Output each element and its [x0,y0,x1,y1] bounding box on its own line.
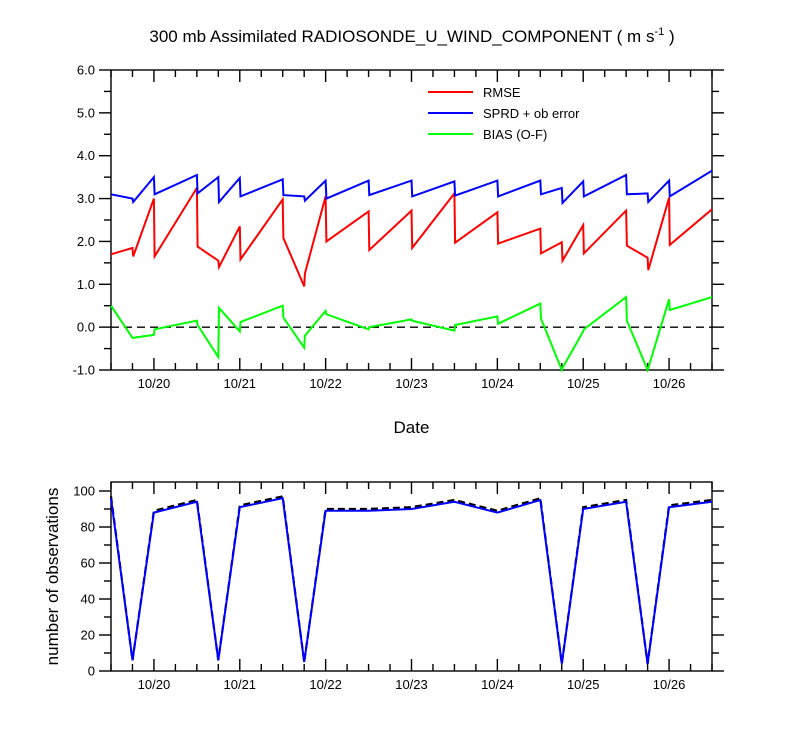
legend-label: RMSE [483,85,521,100]
x-tick-label: 10/23 [395,376,428,391]
x-tick-label: 10/25 [567,677,600,692]
y-tick-label: 3.0 [77,191,95,206]
chart-title: 300 mb Assimilated RADIOSONDE_U_WIND_COM… [149,26,674,46]
x-tick-label: 10/22 [309,677,342,692]
x-tick-label: 10/21 [224,677,257,692]
x-tick-label: 10/25 [567,376,600,391]
series-line-obs-0 [109,495,713,664]
x-tick-label: 10/26 [653,677,686,692]
x-tick-label: 10/22 [309,376,342,391]
y-tick-label: 100 [73,484,95,499]
chart-title-text: 300 mb Assimilated RADIOSONDE_U_WIND_COM… [149,27,654,46]
chart-title-superscript: -1 [654,26,664,38]
chart-title-close: ) [664,27,674,46]
x-tick-label: 10/26 [653,376,686,391]
y-tick-label: 20 [81,628,95,643]
y-tick-label: 80 [81,520,95,535]
x-tick-label: 10/20 [138,677,171,692]
legend-label: SPRD + ob error [483,106,580,121]
x-axis-label: Date [394,418,430,437]
y-tick-label: 5.0 [77,105,95,120]
y-tick-label: 2.0 [77,234,95,249]
y-tick-label: 1.0 [77,277,95,292]
x-tick-label: 10/24 [481,677,514,692]
plot-frame [110,481,713,672]
bottom-chart: 10/20 10/21 10/22 10/23 10/24 10/25 10/26 0 20 40… [43,481,724,692]
series-line-bias-o-f [110,295,713,373]
series-line-sprd-ob-error [110,169,713,206]
y-tick-label: 60 [81,556,95,571]
y-tick-label: 0.0 [77,320,95,335]
legend-label: BIAS (O-F) [483,127,547,142]
y-tick-label: 40 [81,592,95,607]
y-tick-label: 0 [88,664,95,679]
x-tick-label: 10/24 [481,376,514,391]
x-tick-label: 10/21 [224,376,257,391]
y-axis-label: number of observations [43,488,62,666]
y-tick-label: -1.0 [73,363,95,378]
y-tick-label: 4.0 [77,148,95,163]
series-line-obs-1 [110,496,713,664]
series-line-rmse [110,184,713,287]
y-tick-label: 6.0 [77,63,95,78]
x-tick-label: 10/23 [395,677,428,692]
x-tick-label: 10/20 [138,376,171,391]
top-chart: 10/20 10/21 10/22 10/23 10/24 10/25 10/26 -1.0 0… [73,63,724,437]
